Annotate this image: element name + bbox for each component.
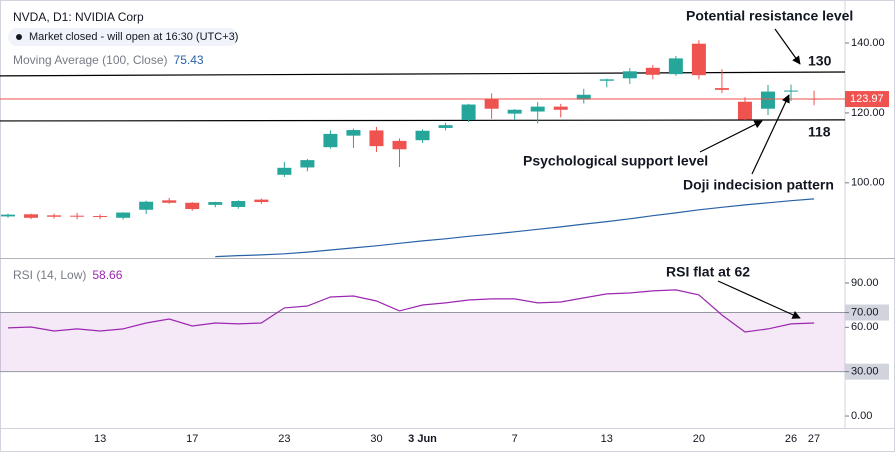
candle-body <box>24 214 39 218</box>
candle-body <box>254 199 269 203</box>
annotation: Psychological support level <box>523 153 708 169</box>
chart-title: NVDA, D1: NVIDIA Corp <box>13 10 144 24</box>
status-pill <box>8 28 238 46</box>
rsi-legend: RSI (14, Low) 58.66 <box>13 268 123 282</box>
x-tick-label: 23 <box>278 433 290 445</box>
x-tick-label: 13 <box>94 433 106 445</box>
y-tick-highlight <box>845 304 889 321</box>
plot: 140.00 120.00 100.00 130 118 123.97 13 17 23 30 3 … <box>0 37 889 445</box>
level-label: 130 <box>808 53 832 69</box>
annotation: Potential resistance level <box>686 8 853 24</box>
y-tick-label: 140.00 <box>851 37 885 49</box>
annotation: RSI flat at 62 <box>666 264 750 280</box>
candle-body <box>576 94 591 100</box>
x-tick-label: 27 <box>808 433 820 445</box>
candle-body <box>553 106 568 110</box>
candle-body <box>300 160 315 168</box>
rsi-name: RSI (14, Low) <box>13 268 86 282</box>
candle-body <box>760 91 775 109</box>
candle-body <box>484 98 499 109</box>
y-tick-label: 70.00 <box>851 306 879 318</box>
moving-average <box>215 198 815 258</box>
status-dot <box>16 34 22 40</box>
rsi-band <box>0 312 845 372</box>
x-tick-label: 30 <box>370 433 382 445</box>
candle-body <box>438 125 453 128</box>
rsi-line <box>7 289 815 333</box>
candle-body <box>1 214 15 217</box>
candle-body <box>185 202 200 210</box>
level-label: 118 <box>808 124 831 140</box>
candle-body <box>139 201 154 210</box>
arrow <box>751 94 790 175</box>
candle-body <box>599 79 614 81</box>
candle-body <box>346 130 361 136</box>
candle-body <box>162 200 177 203</box>
y-tick-label: 0.00 <box>851 410 872 422</box>
y-tick-label: 30.00 <box>851 366 879 378</box>
last-price-label: 123.97 <box>850 93 884 105</box>
y-tick-label: 90.00 <box>851 277 879 289</box>
candle-body <box>116 212 131 218</box>
y-tick-label: 100.00 <box>851 177 885 189</box>
candle-body <box>415 130 430 141</box>
x-tick-label: 13 <box>601 433 613 445</box>
ma-name: Moving Average (100, Close) <box>13 53 168 67</box>
status-text: Market closed - will open at 16:30 (UTC+… <box>29 31 238 43</box>
candle-body <box>70 215 85 217</box>
candle-body <box>461 104 476 120</box>
arrow <box>774 28 801 65</box>
annotation: Doji indecision pattern <box>683 177 834 193</box>
x-tick-label: 20 <box>693 433 705 445</box>
candle-body <box>369 130 384 147</box>
ma-legend: Moving Average (100, Close) 75.43 <box>13 53 204 67</box>
y-tick-highlight <box>845 363 889 380</box>
candle-body <box>737 101 752 120</box>
candle-body <box>277 167 292 175</box>
candle-body <box>645 67 660 75</box>
y-tick-label: 60.00 <box>851 321 879 333</box>
candle-body <box>323 133 338 148</box>
candle-body <box>691 43 706 76</box>
x-tick-label: 26 <box>785 433 797 445</box>
level-line <box>0 119 846 122</box>
candle-body <box>231 201 246 207</box>
rsi-value: 58.66 <box>92 268 122 282</box>
candle-body <box>530 106 545 112</box>
candle-body <box>392 140 407 150</box>
x-tick-label: 3 Jun <box>408 433 437 445</box>
x-tick-label: 17 <box>186 433 198 445</box>
candle-body <box>208 202 223 205</box>
candle-body <box>507 109 522 114</box>
candle-body <box>668 58 683 75</box>
ma-value: 75.43 <box>174 53 204 67</box>
candle-body <box>784 90 799 92</box>
x-tick-label: 7 <box>512 433 518 445</box>
y-tick-label: 120.00 <box>851 107 885 119</box>
last-price-box <box>845 91 889 108</box>
candle-body <box>47 215 62 217</box>
candle-body <box>622 71 637 79</box>
arrow <box>717 280 801 319</box>
candle-body <box>714 88 729 90</box>
candle-body <box>93 216 108 218</box>
arrow <box>699 120 763 153</box>
